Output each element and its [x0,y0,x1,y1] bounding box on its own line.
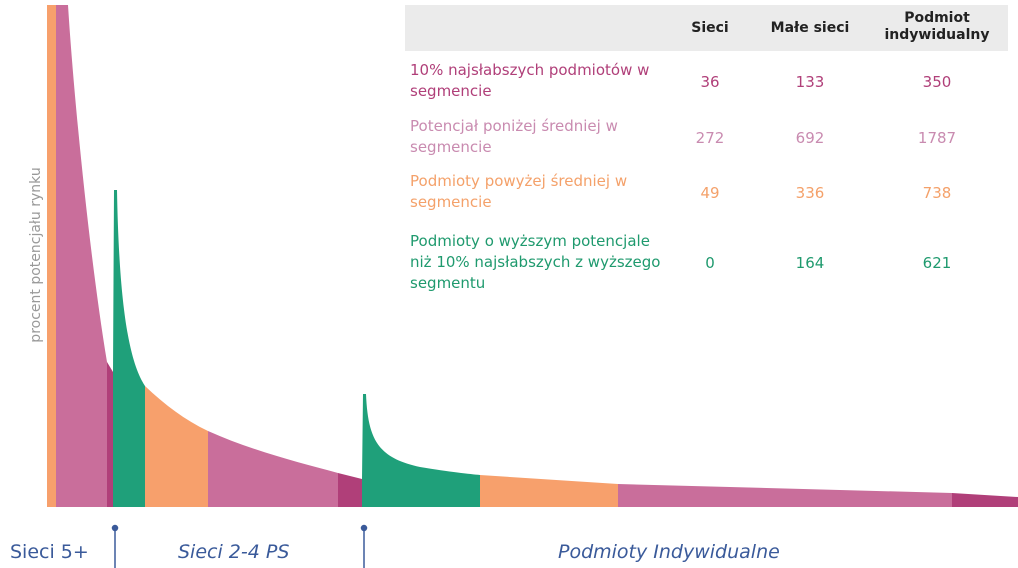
cell-value: 1787 [917,129,957,147]
area-orange [145,386,208,507]
row-label: Podmioty o wyższym potencjale niż 10% na… [410,232,661,292]
segment-label: Podmioty Indywidualne [558,541,780,563]
row-label: Potencjał poniżej średniej w segmencie [410,117,618,156]
segment-label: Sieci 2-4 PS [178,541,290,563]
area-dark [338,473,362,507]
cell-value: 738 [922,184,952,202]
column-header: Podmiot indywidualny [884,10,990,43]
cell-value: 350 [922,73,952,91]
segment-markers [111,524,368,568]
cell-value: 133 [795,73,825,91]
area-dark [107,362,113,507]
row-label: Podmioty powyżej średniej w segmencie [410,172,628,211]
area-pink [208,431,338,507]
marker-dot [111,524,119,532]
distribution [47,5,1018,507]
cell-value: 621 [922,254,952,272]
area-orange [47,5,56,507]
marker-dot [360,524,368,532]
column-header: Sieci [691,20,729,36]
cell-value: 0 [705,254,715,272]
area-orange [480,475,618,507]
cell-value: 692 [795,129,825,147]
area-pink [56,5,107,507]
area-green [113,190,145,507]
row-label: 10% najsłabszych podmiotów w segmencie [410,61,650,100]
area-pink [618,484,952,507]
cell-value: 49 [700,184,720,202]
cell-value: 36 [700,73,720,91]
cell-value: 336 [795,184,825,202]
cell-value: 164 [795,254,825,272]
area-green [362,394,480,507]
area-dark [952,493,1018,507]
table-header [405,5,1008,51]
column-header: Małe sieci [770,20,850,36]
y-axis-label: procent potencjału rynku [28,167,44,342]
segment-label: Sieci 5+ [10,541,89,563]
cell-value: 272 [695,129,725,147]
